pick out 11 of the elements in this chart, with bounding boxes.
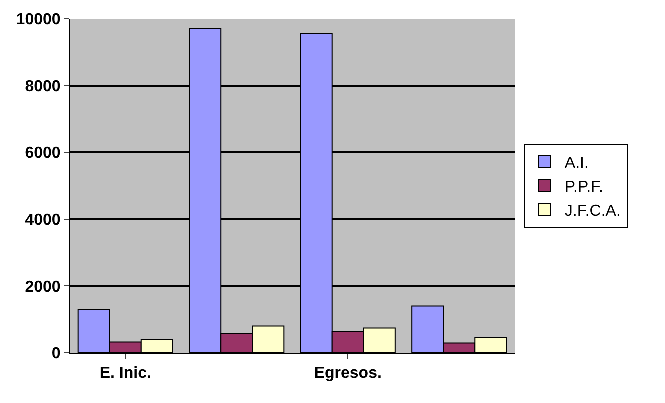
y-tick-label: 8000 bbox=[25, 78, 61, 96]
legend-label: P.P.F. bbox=[564, 178, 604, 196]
x-tick-label: Egresos. bbox=[314, 365, 382, 382]
y-tick-label: 2000 bbox=[25, 278, 61, 296]
y-tick-label: 10000 bbox=[16, 12, 61, 29]
legend-label: J.F.C.A. bbox=[564, 202, 621, 220]
legend-label: A.I. bbox=[564, 155, 589, 172]
y-tick-label: 0 bbox=[52, 346, 61, 363]
x-tick-label: E. Inic. bbox=[100, 365, 152, 382]
y-tick-label: 6000 bbox=[25, 145, 61, 162]
y-tick-label: 4000 bbox=[25, 212, 61, 229]
